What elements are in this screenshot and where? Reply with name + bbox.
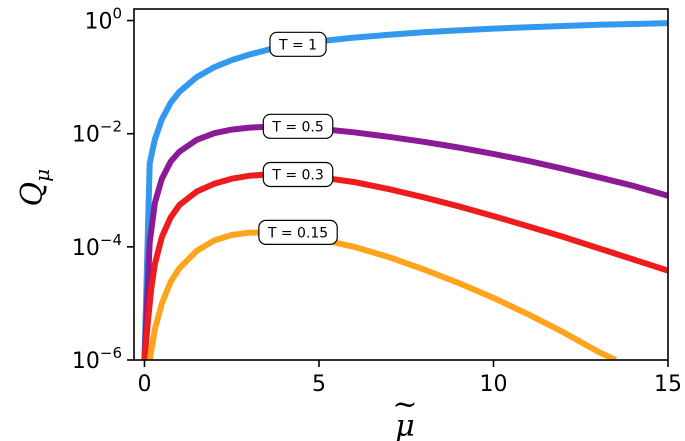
series-line-3 bbox=[141, 171, 668, 360]
x-axis-label: μ bbox=[395, 409, 415, 441]
x-tick-label: 0 bbox=[137, 372, 151, 397]
annotation-label-2: T = 0.5 bbox=[262, 113, 334, 139]
annotation-box bbox=[258, 219, 338, 246]
annotation-label-1: T = 1 bbox=[269, 31, 327, 57]
annotation-text: T = 0.3 bbox=[271, 168, 323, 184]
y-tick-label: 10−4 bbox=[72, 231, 122, 261]
x-axis-label-accent: ~ bbox=[392, 387, 417, 422]
annotation-label-4: T = 0.15 bbox=[258, 219, 338, 246]
y-axis-label-main: Q bbox=[15, 182, 50, 207]
y-tick-label: 10−2 bbox=[72, 118, 122, 148]
annotation-box bbox=[269, 31, 327, 57]
plot-frame bbox=[133, 8, 669, 361]
y-tick-label: 100 bbox=[84, 5, 122, 35]
y-axis-label-sub: μ bbox=[30, 169, 54, 182]
series-layer bbox=[141, 20, 668, 360]
annotation-label-3: T = 0.3 bbox=[262, 161, 334, 188]
x-tick-label: 5 bbox=[312, 372, 326, 397]
y-tick-label: 10−6 bbox=[72, 344, 122, 374]
annotation-text: T = 0.15 bbox=[267, 225, 328, 241]
x-tick-label: 10 bbox=[479, 372, 507, 397]
annotation-text: T = 0.5 bbox=[271, 119, 323, 135]
annotation-box bbox=[262, 113, 334, 139]
tick-layer: 0 5 10 15 100 10−2 10−4 10−6 bbox=[72, 5, 682, 397]
series-line-4 bbox=[146, 229, 617, 360]
x-tick-label: 15 bbox=[654, 372, 682, 397]
annotation-text: T = 1 bbox=[278, 37, 317, 53]
label-layer: Qμ μ ~ bbox=[15, 169, 418, 441]
annotation-box bbox=[262, 161, 334, 188]
annotation-layer: T = 1 T = 0.5 T = 0.3 T = 0.15 bbox=[258, 31, 338, 246]
y-axis-label: Qμ bbox=[15, 169, 54, 207]
